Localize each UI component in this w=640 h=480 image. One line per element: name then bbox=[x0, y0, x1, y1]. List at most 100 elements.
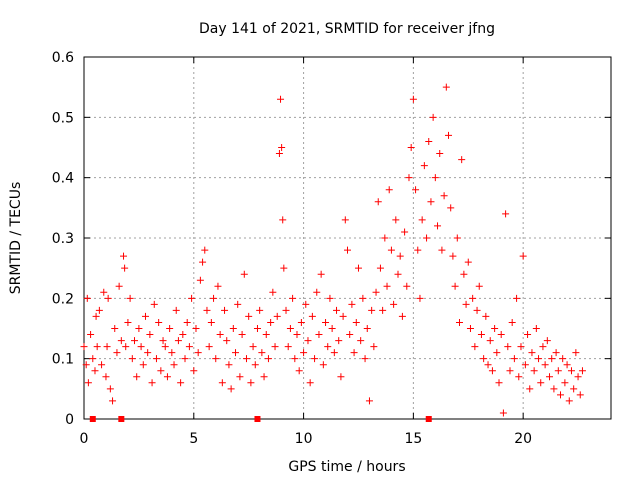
data-point bbox=[271, 343, 279, 351]
data-point bbox=[403, 282, 411, 290]
data-point bbox=[269, 288, 277, 296]
data-point bbox=[227, 385, 235, 393]
data-point bbox=[273, 312, 281, 320]
data-point bbox=[466, 325, 474, 332]
data-point bbox=[462, 300, 470, 308]
plot-frame bbox=[83, 56, 612, 420]
data-point bbox=[420, 162, 428, 170]
x-tick-label: 10 bbox=[295, 431, 313, 447]
data-point bbox=[308, 312, 316, 320]
data-point bbox=[416, 294, 424, 302]
data-point bbox=[278, 144, 286, 151]
data-point bbox=[207, 318, 215, 326]
data-point bbox=[111, 325, 119, 332]
data-point bbox=[214, 282, 222, 290]
data-point bbox=[368, 306, 376, 314]
data-point bbox=[493, 349, 501, 357]
x-tick-label: 15 bbox=[404, 431, 422, 447]
data-point bbox=[464, 258, 472, 266]
data-point bbox=[339, 312, 347, 320]
y-axis-label: SRMTID / TECUs bbox=[8, 182, 24, 295]
data-point bbox=[359, 294, 367, 302]
data-point bbox=[311, 355, 319, 363]
baseline-markers bbox=[89, 416, 432, 422]
data-point bbox=[225, 361, 233, 369]
data-point bbox=[517, 343, 525, 351]
data-point bbox=[352, 318, 360, 326]
data-point bbox=[148, 379, 156, 387]
data-point bbox=[205, 343, 213, 351]
data-point bbox=[392, 216, 400, 224]
data-point bbox=[120, 252, 128, 260]
y-tick-label: 0 bbox=[65, 412, 74, 428]
data-point bbox=[236, 373, 244, 381]
data-point bbox=[98, 361, 106, 369]
data-point bbox=[475, 282, 483, 290]
data-point bbox=[137, 343, 145, 351]
data-point bbox=[559, 355, 567, 363]
data-point bbox=[563, 361, 571, 369]
chart-title: Day 141 of 2021, SRMTID for receiver jfn… bbox=[199, 21, 495, 37]
data-point bbox=[196, 276, 204, 284]
data-point bbox=[471, 343, 479, 351]
data-point bbox=[383, 282, 391, 290]
data-point bbox=[106, 385, 114, 393]
data-point bbox=[104, 294, 112, 302]
data-point bbox=[201, 246, 209, 254]
data-point bbox=[223, 337, 231, 345]
data-point bbox=[488, 367, 496, 375]
data-point bbox=[418, 216, 426, 224]
data-point bbox=[124, 318, 132, 326]
data-point bbox=[526, 385, 534, 393]
data-point bbox=[539, 343, 547, 351]
data-point bbox=[425, 137, 433, 145]
data-point bbox=[275, 150, 283, 158]
data-point bbox=[530, 367, 538, 375]
data-point bbox=[385, 186, 393, 194]
data-point bbox=[532, 325, 540, 332]
data-point bbox=[242, 355, 250, 363]
data-point bbox=[234, 300, 242, 308]
data-point bbox=[286, 325, 294, 332]
data-point bbox=[150, 300, 158, 308]
y-tick-label: 0.2 bbox=[52, 291, 74, 307]
data-point bbox=[194, 349, 202, 357]
data-point bbox=[304, 337, 312, 345]
data-point bbox=[486, 337, 494, 345]
data-point bbox=[264, 355, 272, 363]
data-point bbox=[482, 312, 490, 320]
baseline-marker bbox=[254, 416, 261, 422]
data-point bbox=[133, 373, 141, 381]
baseline-marker bbox=[425, 416, 432, 422]
data-point bbox=[528, 349, 536, 357]
data-point bbox=[84, 379, 92, 387]
data-point bbox=[570, 385, 578, 393]
data-point bbox=[348, 300, 356, 308]
data-point bbox=[280, 264, 288, 272]
data-point bbox=[361, 355, 369, 363]
data-point bbox=[521, 361, 529, 369]
data-point bbox=[374, 198, 382, 206]
data-point bbox=[174, 337, 182, 345]
data-point bbox=[317, 270, 325, 278]
data-point bbox=[212, 355, 220, 363]
data-point bbox=[429, 113, 437, 121]
data-point bbox=[387, 246, 395, 254]
data-point bbox=[484, 361, 492, 369]
data-point bbox=[491, 325, 499, 332]
data-point bbox=[179, 331, 187, 339]
data-point bbox=[80, 343, 88, 351]
data-point bbox=[405, 174, 413, 182]
data-point bbox=[379, 306, 387, 314]
data-point bbox=[449, 252, 457, 260]
data-point bbox=[82, 361, 90, 369]
data-point bbox=[83, 294, 91, 302]
data-point bbox=[229, 325, 237, 332]
data-point bbox=[291, 355, 299, 363]
data-point bbox=[161, 343, 169, 351]
data-point bbox=[163, 373, 171, 381]
tick-layer: 0 0.1 0.2 0.3 0.4 0.5 0.6 0 5 10 15 20 bbox=[52, 50, 611, 447]
data-point bbox=[438, 246, 446, 254]
data-point bbox=[315, 331, 323, 339]
